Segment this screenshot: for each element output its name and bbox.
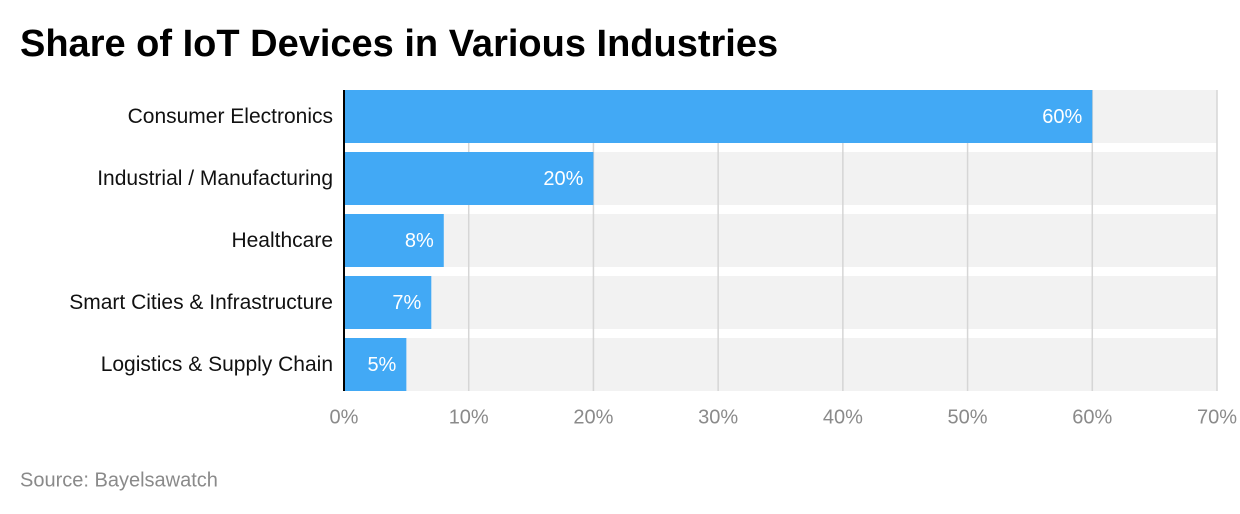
source-note: Source: Bayelsawatch [20,469,218,491]
value-label: 7% [392,292,421,314]
chart-title: Share of IoT Devices in Various Industri… [20,23,778,65]
x-tick-label: 30% [698,406,738,428]
value-label: 8% [405,230,434,252]
x-tick-label: 40% [823,406,863,428]
y-tick-label: Consumer Electronics [128,105,333,128]
x-tick-label: 50% [948,406,988,428]
row-band [344,338,1217,391]
x-tick-label: 0% [330,406,359,428]
value-label: 5% [367,354,396,376]
y-tick-label: Smart Cities & Infrastructure [69,291,333,314]
y-tick-label: Industrial / Manufacturing [97,167,333,190]
bar [344,276,432,329]
x-tick-label: 10% [449,406,489,428]
x-tick-label: 20% [573,406,613,428]
bar [344,338,407,391]
value-label: 60% [1042,106,1082,128]
x-tick-label: 60% [1072,406,1112,428]
row-band [344,276,1217,329]
y-tick-label: Healthcare [231,229,333,252]
bar [344,214,444,267]
y-tick-label: Logistics & Supply Chain [101,353,333,376]
bar [344,152,594,205]
bar [344,90,1093,143]
x-tick-label: 70% [1197,406,1237,428]
value-label: 20% [543,168,583,190]
row-band [344,214,1217,267]
